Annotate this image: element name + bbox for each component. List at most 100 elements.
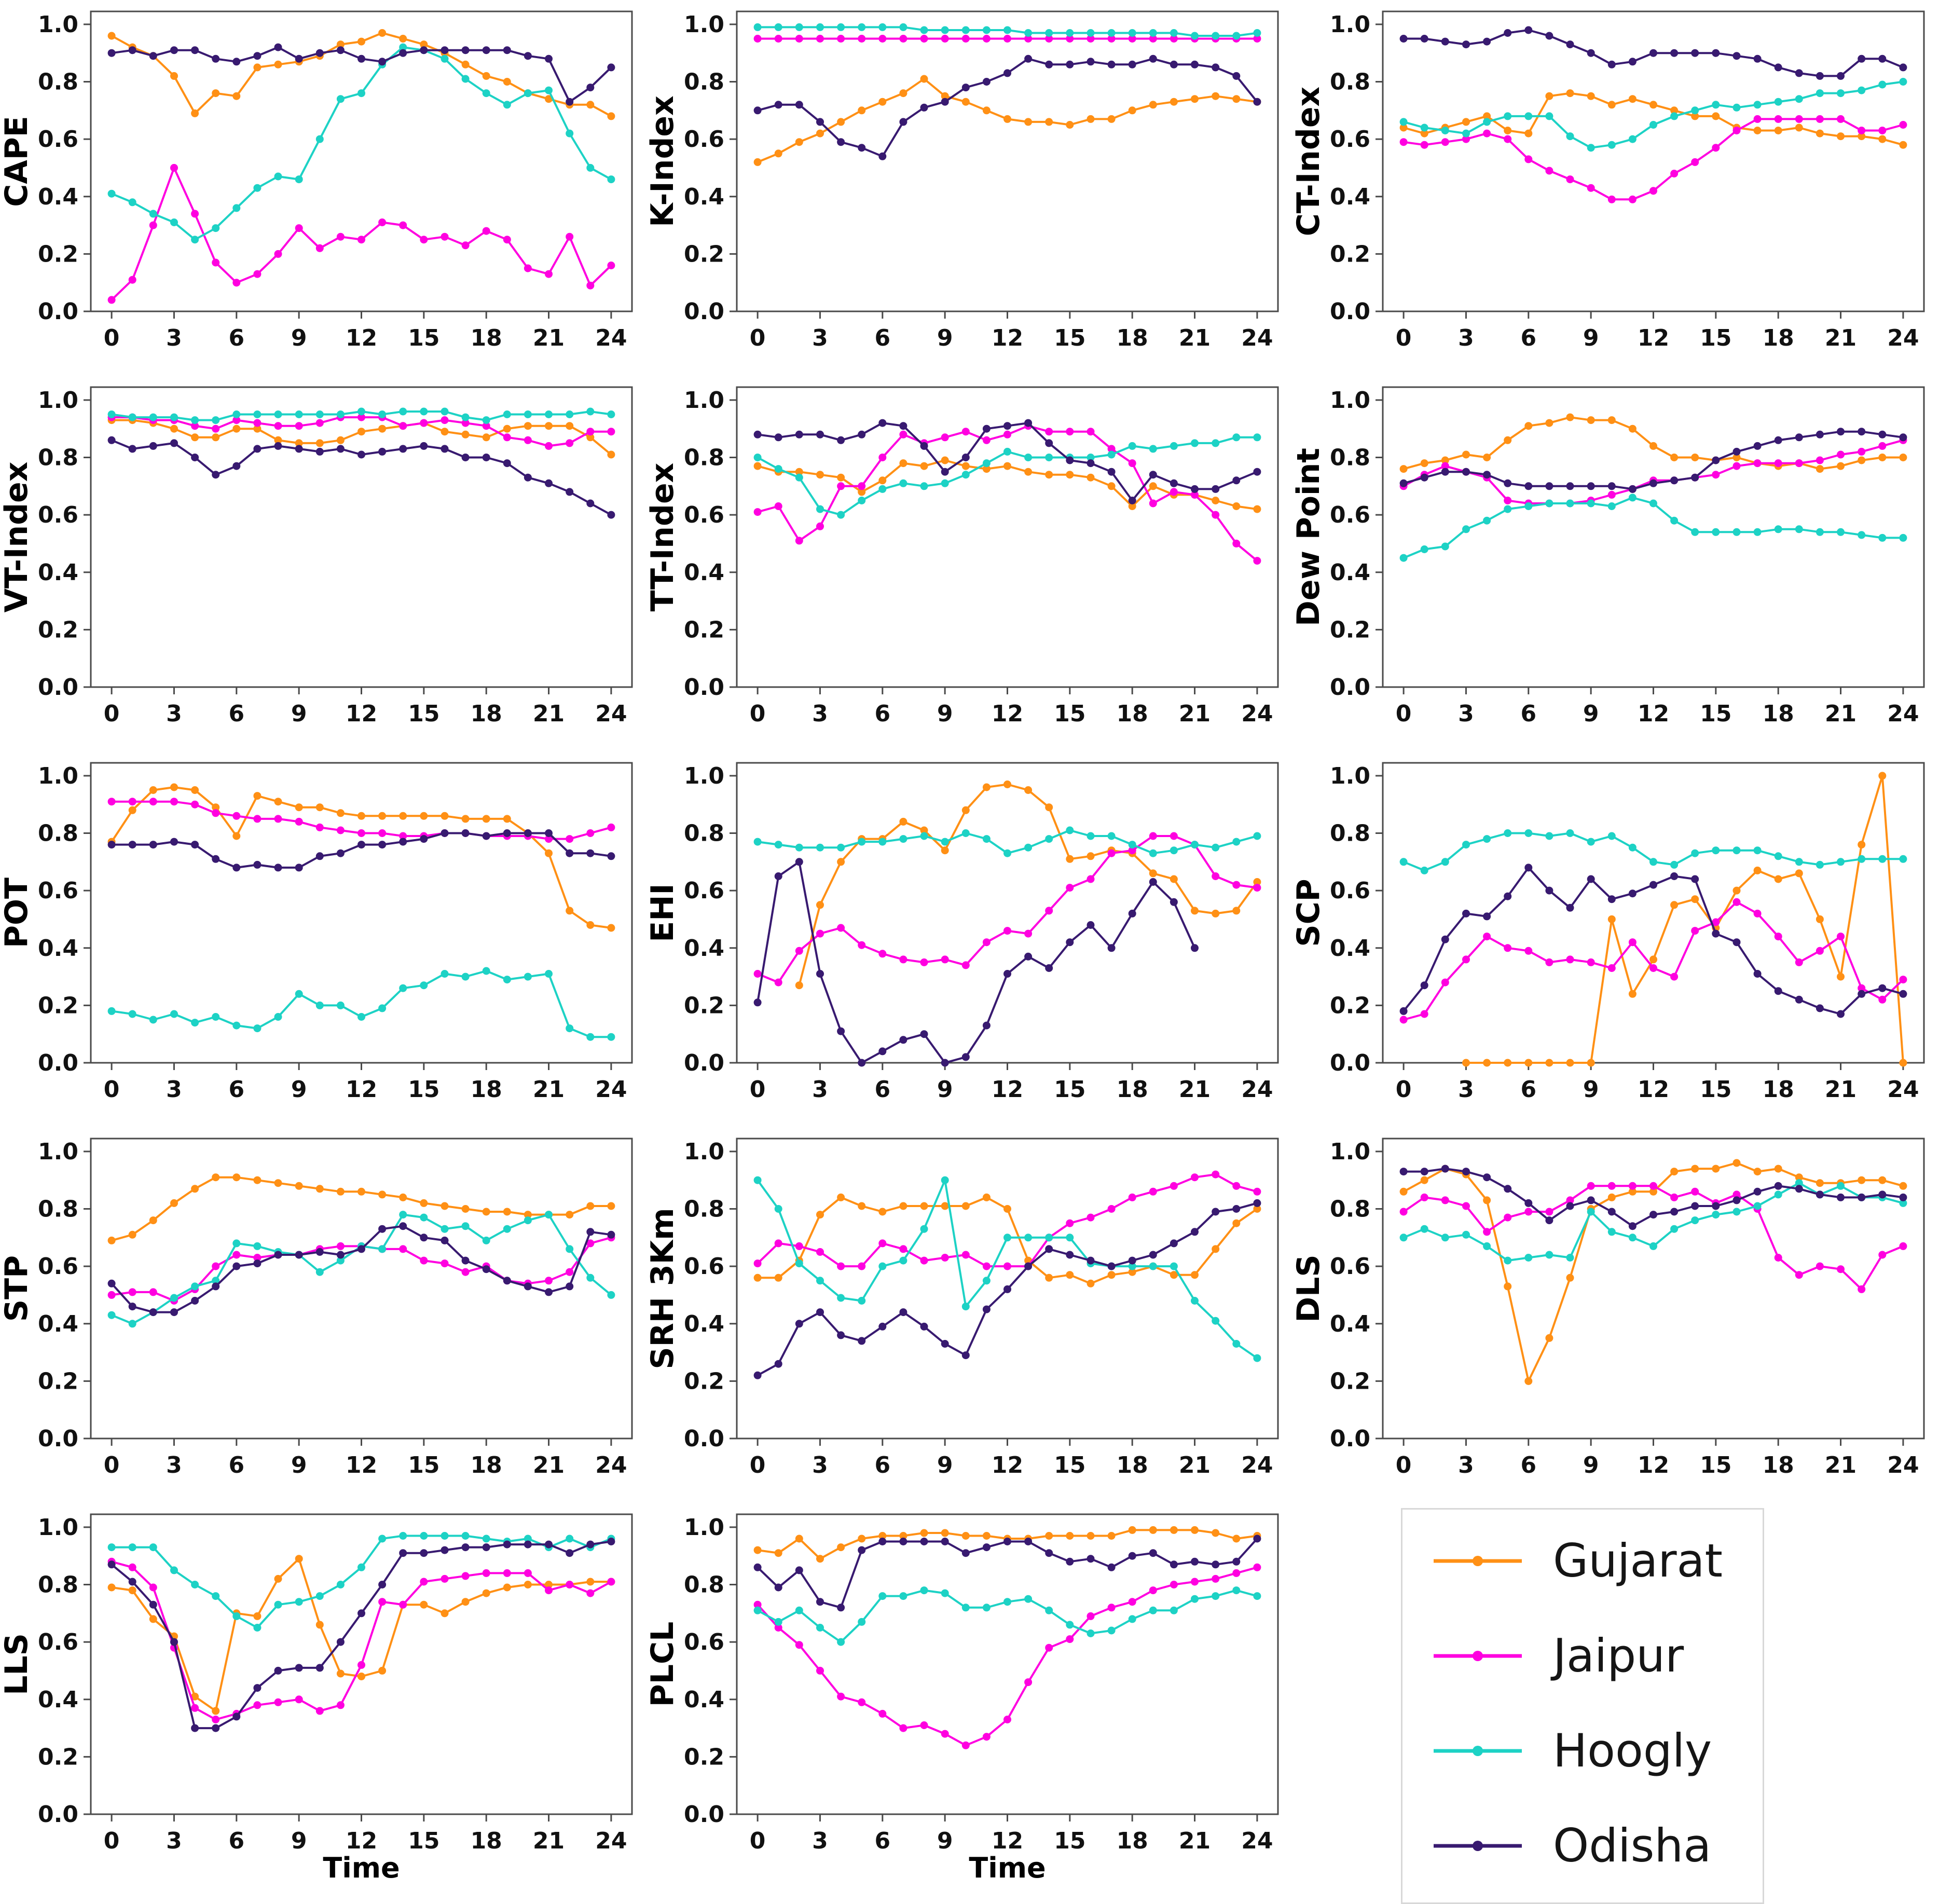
x-tick-label: 24 — [595, 1076, 627, 1103]
x-tick-label: 6 — [228, 1452, 244, 1478]
chart-svg-dls: 0.0 0.2 0.4 0.6 0.8 1.0 0 3 6 9 12 15 18 21 24 DLS — [1292, 1138, 1925, 1478]
y-tick-label: 1.0 — [1330, 11, 1370, 38]
y-tick-label: 0.4 — [684, 184, 724, 210]
y-tick-label: 0.6 — [684, 1253, 724, 1280]
x-tick-label: 3 — [1458, 701, 1474, 727]
y-tick-label: 0.4 — [684, 1311, 724, 1337]
x-tick-label: 24 — [1241, 1076, 1273, 1103]
series-ehi-gujarat — [795, 780, 1261, 990]
x-tick-label: 24 — [1241, 1828, 1273, 1854]
ylabel-ct-index: CT-Index — [1292, 87, 1327, 236]
x-tick-label: 3 — [166, 1828, 182, 1854]
x-tick-label: 15 — [1700, 1452, 1731, 1478]
y-tick-label: 0.0 — [1330, 1050, 1370, 1076]
y-tick-label: 0.4 — [38, 1687, 78, 1713]
series-lls-jaipur — [107, 1557, 615, 1723]
y-tick-label: 0.6 — [684, 1629, 724, 1655]
y-tick-label: 0.8 — [684, 1196, 724, 1223]
series-dls-odisha — [1399, 1165, 1907, 1230]
series-pot-hoogly — [107, 967, 615, 1041]
x-tick-label: 3 — [812, 1076, 828, 1103]
series-ehi-jaipur — [753, 832, 1261, 987]
legend-swatch-gujarat-icon — [1434, 1556, 1522, 1566]
series-tt-index-odisha — [753, 419, 1261, 504]
y-tick-label: 0.8 — [684, 445, 724, 471]
y-tick-label: 0.4 — [38, 184, 78, 210]
y-tick-label: 0.2 — [38, 241, 78, 267]
chart-cell-stp: 0.0 0.2 0.4 0.6 0.8 1.0 0 3 6 9 12 15 18 21 24 STP — [0, 1127, 646, 1503]
y-tick-label: 0.6 — [38, 1629, 78, 1655]
y-tick-label: 0.6 — [38, 878, 78, 904]
y-tick-label: 0.0 — [684, 674, 724, 701]
series-vt-index-odisha — [107, 436, 615, 519]
x-tick-label: 15 — [1054, 701, 1085, 727]
x-tick-label: 0 — [750, 1452, 766, 1478]
x-tick-label: 6 — [874, 325, 890, 351]
x-tick-label: 12 — [1638, 701, 1669, 727]
y-tick-label: 0.2 — [684, 992, 724, 1019]
x-tick-label: 24 — [1241, 701, 1273, 727]
x-tick-label: 9 — [937, 1452, 953, 1478]
series-scp-hoogly — [1399, 829, 1907, 874]
chart-cell-dew-point: 0.0 0.2 0.4 0.6 0.8 1.0 0 3 6 9 12 15 18 21 24 Dew Poin… — [1292, 376, 1938, 751]
x-tick-label: 0 — [104, 701, 120, 727]
y-tick-label: 0.6 — [684, 878, 724, 904]
series-ct-index-odisha — [1399, 26, 1907, 80]
x-tick-label: 9 — [291, 325, 307, 351]
x-tick-label: 0 — [750, 1828, 766, 1854]
x-tick-label: 21 — [533, 1452, 565, 1478]
chart-svg-dew-point: 0.0 0.2 0.4 0.6 0.8 1.0 0 3 6 9 12 15 18 21 24 Dew Poin… — [1292, 386, 1925, 727]
y-tick-label: 0.0 — [38, 298, 78, 325]
y-tick-label: 0.2 — [1330, 617, 1370, 643]
y-tick-label: 0.6 — [1330, 878, 1370, 904]
series-plcl-jaipur — [753, 1563, 1261, 1749]
y-tick-label: 0.6 — [684, 126, 724, 153]
xlabel-lls: Time — [323, 1852, 400, 1879]
ylabel-vt-index: VT-Index — [0, 462, 35, 613]
ylabel-pot: POT — [0, 878, 35, 948]
y-tick-label: 0.2 — [684, 241, 724, 267]
x-tick-label: 3 — [812, 701, 828, 727]
x-tick-label: 24 — [595, 1452, 627, 1478]
series-ct-index-jaipur — [1399, 115, 1907, 203]
x-tick-label: 12 — [1638, 1076, 1669, 1103]
x-tick-label: 15 — [1054, 1452, 1085, 1478]
x-tick-label: 0 — [1396, 701, 1412, 727]
x-tick-label: 21 — [533, 325, 565, 351]
x-tick-label: 3 — [1458, 1452, 1474, 1478]
legend-label-gujarat: Gujarat — [1553, 1534, 1723, 1587]
series-ehi-hoogly — [753, 826, 1261, 857]
y-tick-label: 0.4 — [684, 935, 724, 962]
series-dew-point-gujarat — [1399, 413, 1907, 473]
y-tick-label: 0.8 — [1330, 1196, 1370, 1223]
axes-box — [736, 10, 1279, 312]
y-tick-label: 0.0 — [684, 1426, 724, 1452]
x-tick-label: 21 — [533, 1828, 565, 1854]
x-tick-label: 15 — [1054, 1828, 1085, 1854]
x-tick-label: 9 — [1583, 1452, 1599, 1478]
series-plcl-odisha — [753, 1535, 1261, 1612]
ylabel-scp: SCP — [1292, 879, 1327, 947]
y-tick-label: 0.8 — [1330, 820, 1370, 847]
y-tick-label: 0.0 — [38, 1801, 78, 1828]
series-cape-jaipur — [107, 163, 615, 304]
x-tick-label: 21 — [1825, 1076, 1857, 1103]
x-tick-label: 6 — [1520, 325, 1536, 351]
x-tick-label: 24 — [1887, 701, 1919, 727]
x-tick-label: 24 — [1887, 1452, 1919, 1478]
chart-svg-vt-index: 0.0 0.2 0.4 0.6 0.8 1.0 0 3 6 9 12 15 18 21 24 VT-Index — [0, 386, 633, 727]
x-tick-label: 12 — [346, 1076, 377, 1103]
y-tick-label: 0.2 — [1330, 241, 1370, 267]
x-tick-label: 18 — [471, 701, 502, 727]
legend-swatch-odisha-icon — [1434, 1841, 1522, 1851]
y-tick-label: 0.2 — [38, 617, 78, 643]
x-tick-label: 15 — [1700, 1076, 1731, 1103]
chart-cell-cape: 0.0 0.2 0.4 0.6 0.8 1.0 0 3 6 9 12 15 18 21 24 CAPE — [0, 0, 646, 376]
x-tick-label: 9 — [291, 1452, 307, 1478]
x-tick-label: 6 — [874, 1076, 890, 1103]
y-tick-label: 1.0 — [1330, 387, 1370, 414]
x-tick-label: 0 — [104, 1452, 120, 1478]
series-srh-3km-jaipur — [753, 1170, 1261, 1270]
series-k-index-jaipur — [753, 35, 1261, 43]
x-tick-label: 9 — [291, 701, 307, 727]
